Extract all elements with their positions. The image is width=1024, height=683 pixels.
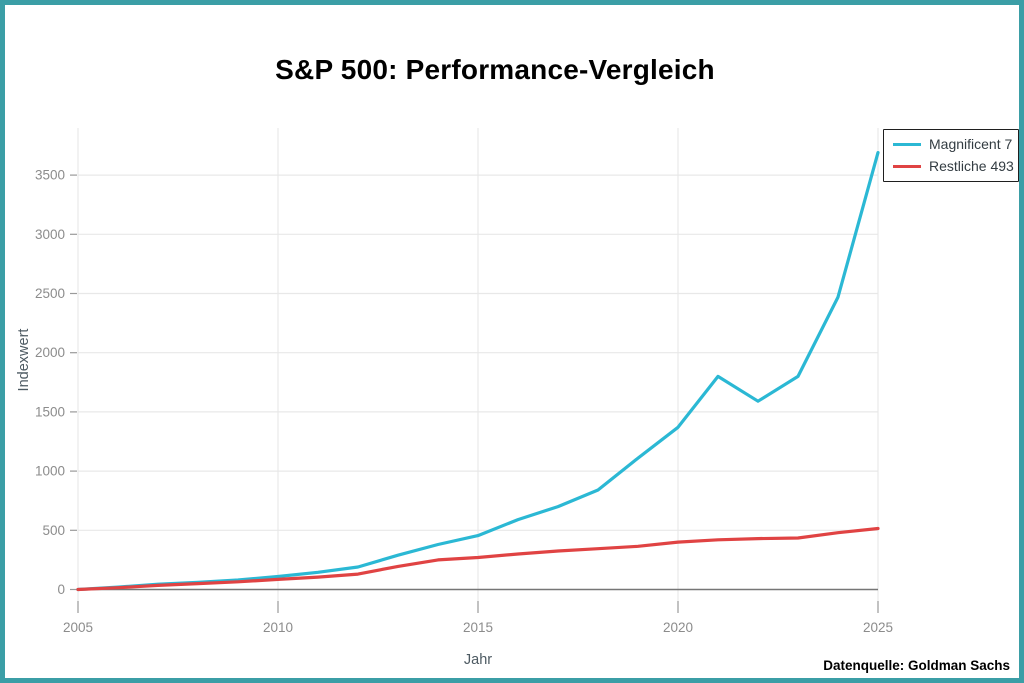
y-tick-label: 0 [57,582,65,597]
x-tick-label: 2010 [263,620,293,635]
chart-title: S&P 500: Performance-Vergleich [275,54,715,85]
y-tick-label: 3500 [35,168,65,183]
y-tick-label: 500 [42,523,65,538]
legend-label: Magnificent 7 [929,136,1013,152]
series-line-restliche-493 [76,526,880,592]
x-tick-label: 2005 [63,620,93,635]
y-axis-label: Indexwert [16,328,32,392]
y-tick-label: 2000 [35,345,65,360]
x-tick-label: 2025 [863,620,893,635]
y-tick-label: 1000 [35,464,65,479]
source-note: Datenquelle: Goldman Sachs [823,658,1010,673]
legend-box: Magnificent 7 Restliche 493 [883,129,1019,182]
legend-line-swatch [893,142,921,146]
y-tick-label: 3000 [35,227,65,242]
y-tick-label: 2500 [35,286,65,301]
x-axis-label: Jahr [463,652,493,668]
legend-line-swatch [893,164,921,168]
legend-item: Magnificent 7 [893,136,1013,152]
legend-label: Restliche 493 [929,158,1014,174]
x-tick-label: 2015 [463,620,493,635]
x-tick-label: 2020 [663,620,693,635]
legend-item: Restliche 493 [893,158,1014,174]
y-tick-label: 1500 [35,404,65,419]
